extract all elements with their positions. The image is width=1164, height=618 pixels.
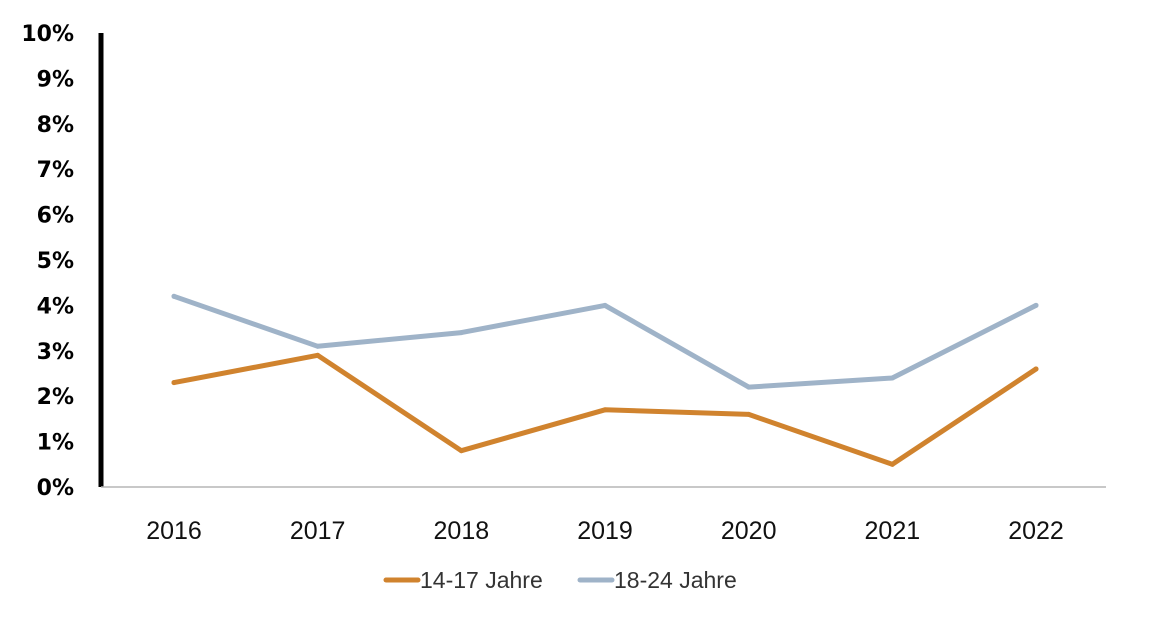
y-tick-label: 0%	[37, 476, 74, 501]
x-tick-label: 2018	[434, 517, 490, 545]
x-tick-label: 2019	[577, 517, 633, 545]
data-point	[171, 380, 177, 386]
y-tick-label: 8%	[37, 113, 74, 138]
y-tick-label: 4%	[37, 294, 74, 319]
x-tick-label: 2017	[290, 517, 346, 545]
x-tick-label: 2022	[1008, 517, 1064, 545]
y-axis: 0% 1% 2% 3% 4% 5% 6% 7% 8% 9% 10%	[21, 22, 104, 501]
x-tick-label: 2020	[721, 517, 777, 545]
y-tick-label: 1%	[37, 431, 74, 456]
y-tick-label: 6%	[37, 204, 74, 229]
legend-label: 14-17 Jahre	[420, 567, 543, 593]
data-point	[458, 330, 464, 336]
data-point	[458, 448, 464, 454]
series-line-2	[171, 293, 1039, 390]
data-point	[746, 411, 752, 417]
data-point	[315, 343, 321, 349]
data-point	[889, 461, 895, 467]
y-tick-label: 2%	[37, 385, 74, 410]
y-tick-label: 9%	[37, 67, 74, 92]
x-axis: 2016 2017 2018 2019 2020 2021 2022	[101, 486, 1106, 545]
data-point	[889, 375, 895, 381]
legend-label: 18-24 Jahre	[614, 567, 737, 593]
data-point	[171, 293, 177, 299]
y-tick-label: 10%	[21, 22, 74, 47]
data-point	[1033, 366, 1039, 372]
data-point	[602, 302, 608, 308]
series-lines	[171, 293, 1039, 467]
legend: 14-17 Jahre 18-24 Jahre	[383, 567, 737, 593]
x-tick-label: 2021	[865, 517, 921, 545]
y-tick-label: 3%	[37, 340, 74, 365]
x-tick-label: 2016	[146, 517, 202, 545]
data-point	[602, 407, 608, 413]
data-point	[1033, 302, 1039, 308]
data-point	[746, 384, 752, 390]
data-point	[315, 352, 321, 358]
y-tick-label: 7%	[37, 158, 74, 183]
y-tick-label: 5%	[37, 249, 74, 274]
